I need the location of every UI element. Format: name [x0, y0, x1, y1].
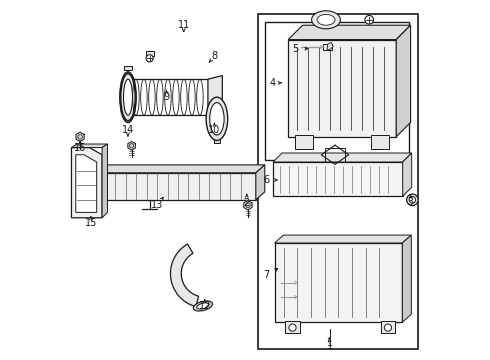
Ellipse shape	[317, 14, 335, 25]
Ellipse shape	[312, 11, 341, 29]
Ellipse shape	[197, 303, 209, 309]
Text: 1: 1	[326, 338, 333, 348]
Text: 12: 12	[198, 301, 211, 311]
Text: 7: 7	[264, 270, 270, 280]
Bar	[295, 135, 314, 149]
Circle shape	[384, 324, 392, 331]
Text: 8: 8	[211, 51, 218, 61]
Polygon shape	[256, 165, 265, 200]
Polygon shape	[128, 141, 135, 150]
Bar	[273, 162, 403, 196]
Polygon shape	[72, 144, 107, 148]
Bar	[381, 321, 395, 333]
Bar	[274, 243, 402, 322]
Text: 1: 1	[326, 341, 333, 351]
Text: 5: 5	[292, 44, 298, 54]
Polygon shape	[288, 40, 396, 137]
Circle shape	[78, 134, 82, 139]
Text: 4: 4	[270, 78, 276, 88]
Bar	[265, 22, 409, 160]
Text: 6: 6	[264, 175, 270, 185]
Polygon shape	[102, 144, 107, 218]
Text: 2: 2	[244, 198, 250, 208]
Text: 13: 13	[151, 200, 163, 210]
Polygon shape	[402, 235, 411, 322]
Circle shape	[409, 197, 416, 203]
Polygon shape	[76, 155, 97, 212]
Circle shape	[365, 15, 373, 24]
Ellipse shape	[123, 79, 132, 115]
Polygon shape	[208, 76, 222, 126]
Ellipse shape	[210, 103, 224, 135]
Polygon shape	[274, 235, 411, 243]
Text: 11: 11	[178, 20, 190, 30]
Text: 16: 16	[74, 143, 86, 153]
Text: 9: 9	[164, 92, 170, 102]
Polygon shape	[396, 25, 411, 137]
Polygon shape	[72, 148, 102, 218]
Polygon shape	[273, 153, 412, 162]
Polygon shape	[244, 201, 252, 210]
Polygon shape	[76, 132, 84, 141]
Polygon shape	[327, 42, 333, 50]
Text: 10: 10	[208, 125, 220, 135]
Polygon shape	[87, 165, 265, 173]
Polygon shape	[403, 153, 412, 196]
Ellipse shape	[206, 97, 228, 140]
Bar	[214, 139, 220, 143]
Bar	[325, 148, 344, 162]
Ellipse shape	[121, 74, 135, 121]
Polygon shape	[288, 25, 411, 40]
Polygon shape	[171, 244, 198, 307]
Bar	[124, 66, 132, 70]
Bar	[371, 135, 389, 149]
Text: 3: 3	[408, 197, 414, 207]
Ellipse shape	[193, 301, 213, 311]
Circle shape	[289, 324, 296, 331]
Polygon shape	[87, 173, 256, 200]
Text: 15: 15	[85, 218, 97, 228]
Circle shape	[129, 144, 134, 148]
Bar	[258, 14, 418, 349]
Circle shape	[407, 194, 418, 206]
Circle shape	[146, 55, 153, 62]
Circle shape	[245, 203, 250, 207]
Bar	[323, 44, 333, 50]
Bar	[146, 51, 154, 56]
Text: 14: 14	[122, 125, 134, 135]
Bar	[285, 321, 300, 333]
